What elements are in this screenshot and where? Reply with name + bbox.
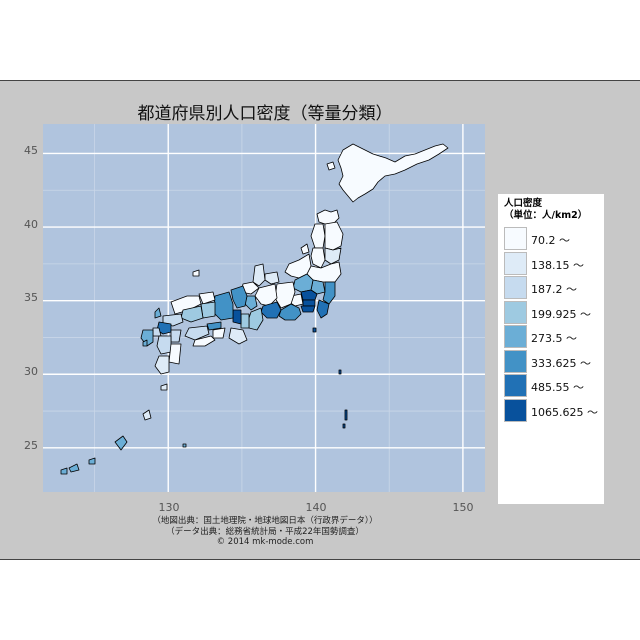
y-tick-label: 30 xyxy=(24,365,38,378)
prefecture-osaka xyxy=(232,309,242,325)
legend-swatch xyxy=(504,300,527,324)
prefecture-shapes xyxy=(60,143,449,475)
island-ishigaki xyxy=(68,463,80,473)
island-amami xyxy=(142,409,152,421)
prefecture-tottori xyxy=(198,291,216,305)
island-izu-1 xyxy=(312,327,317,333)
legend-swatch xyxy=(504,398,527,422)
prefecture-kochi xyxy=(192,335,216,347)
legend-label: 485.55 ～ xyxy=(531,381,584,394)
island-yakushima xyxy=(160,383,168,391)
source-line-map: （地図出典：国土地理院・地球地図日本（行政界データ）） xyxy=(152,516,378,526)
prefecture-mie xyxy=(248,307,264,331)
prefecture-saitama xyxy=(300,289,318,301)
legend-title-line1: 人口密度 xyxy=(504,198,543,209)
prefecture-ishikawa xyxy=(252,263,266,287)
prefecture-ehime xyxy=(184,325,210,341)
y-tick-label: 45 xyxy=(24,144,38,157)
y-tick-label: 25 xyxy=(24,439,38,452)
prefecture-oita xyxy=(170,329,182,343)
prefecture-miyagi xyxy=(324,247,342,265)
prefecture-wakayama xyxy=(228,327,248,345)
legend-label: 70.2 ～ xyxy=(531,234,570,247)
prefecture-okayama xyxy=(200,301,216,319)
prefecture-toyama xyxy=(264,271,280,285)
map-panel xyxy=(43,124,485,492)
prefecture-tokushima xyxy=(212,327,226,339)
island-okinawa xyxy=(114,435,128,451)
legend-label: 199.925 ～ xyxy=(531,307,591,321)
map-title: 都道府県別人口密度（等量分類） xyxy=(137,104,393,124)
legend-swatch xyxy=(504,227,527,250)
prefecture-kagawa xyxy=(206,321,222,331)
prefecture-tokyo xyxy=(302,299,316,307)
island-sado xyxy=(300,243,310,255)
prefecture-hokkaido-isle xyxy=(326,161,336,171)
prefecture-hokkaido xyxy=(337,143,449,203)
plot-frame: 都道府県別人口密度（等量分類） xyxy=(0,80,640,560)
prefecture-kagoshima xyxy=(154,355,170,375)
y-tick-label: 35 xyxy=(24,291,38,304)
island-ogasawara-3 xyxy=(338,369,342,375)
legend-label: 187.2 ～ xyxy=(531,283,577,296)
prefecture-yamagata xyxy=(310,247,326,269)
island-goto xyxy=(142,339,148,347)
prefecture-iwate xyxy=(324,221,344,251)
legend-title-line2: （単位：人/km2） xyxy=(504,210,588,221)
island-ogasawara-1 xyxy=(344,409,348,421)
legend-label: 333.625 ～ xyxy=(531,356,591,370)
prefecture-shizuoka xyxy=(278,303,302,321)
prefecture-nara xyxy=(240,313,250,329)
island-ogasawara-2 xyxy=(342,423,346,429)
prefecture-chiba xyxy=(316,299,330,319)
legend-swatch xyxy=(504,325,527,348)
legend-swatch xyxy=(504,251,527,275)
source-line-data: （データ出典：総務省統計局・平成22年国勢調査） xyxy=(166,526,364,537)
island-daito xyxy=(182,443,187,448)
legend-swatch xyxy=(504,374,527,397)
prefecture-kanagawa xyxy=(300,305,316,313)
x-tick-label: 150 xyxy=(452,501,474,514)
copyright-line: © 2014 mk-mode.com xyxy=(216,537,314,547)
island-miyako xyxy=(88,457,96,465)
prefecture-kumamoto xyxy=(156,335,172,355)
legend-swatch xyxy=(504,276,527,299)
prefecture-kyoto xyxy=(230,285,248,309)
legend-label: 138.15 ～ xyxy=(531,258,584,272)
island-tsushima xyxy=(154,307,162,319)
legend-label: 273.5 ～ xyxy=(531,332,577,345)
legend: 人口密度 （単位：人/km2） 70.2 ～ 138.15 ～ 187.2 ～ 199… xyxy=(498,194,604,504)
prefecture-aomori xyxy=(316,209,340,225)
y-tick-label: 40 xyxy=(24,218,38,231)
island-oki xyxy=(192,269,200,277)
prefecture-hyogo xyxy=(212,291,234,321)
source-note: （地図出典：国土地理院・地球地図日本（行政界データ）） （データ出典：総務省統計… xyxy=(0,516,530,548)
japan-map xyxy=(43,124,485,492)
prefecture-miyazaki xyxy=(168,343,182,365)
legend-swatch xyxy=(504,349,527,373)
x-tick-label: 130 xyxy=(158,501,180,514)
island-iriomote xyxy=(60,467,68,475)
legend-title: 人口密度 （単位：人/km2） xyxy=(504,198,587,222)
legend-label: 1065.625 ～ xyxy=(531,405,598,419)
x-tick-label: 140 xyxy=(305,501,327,514)
